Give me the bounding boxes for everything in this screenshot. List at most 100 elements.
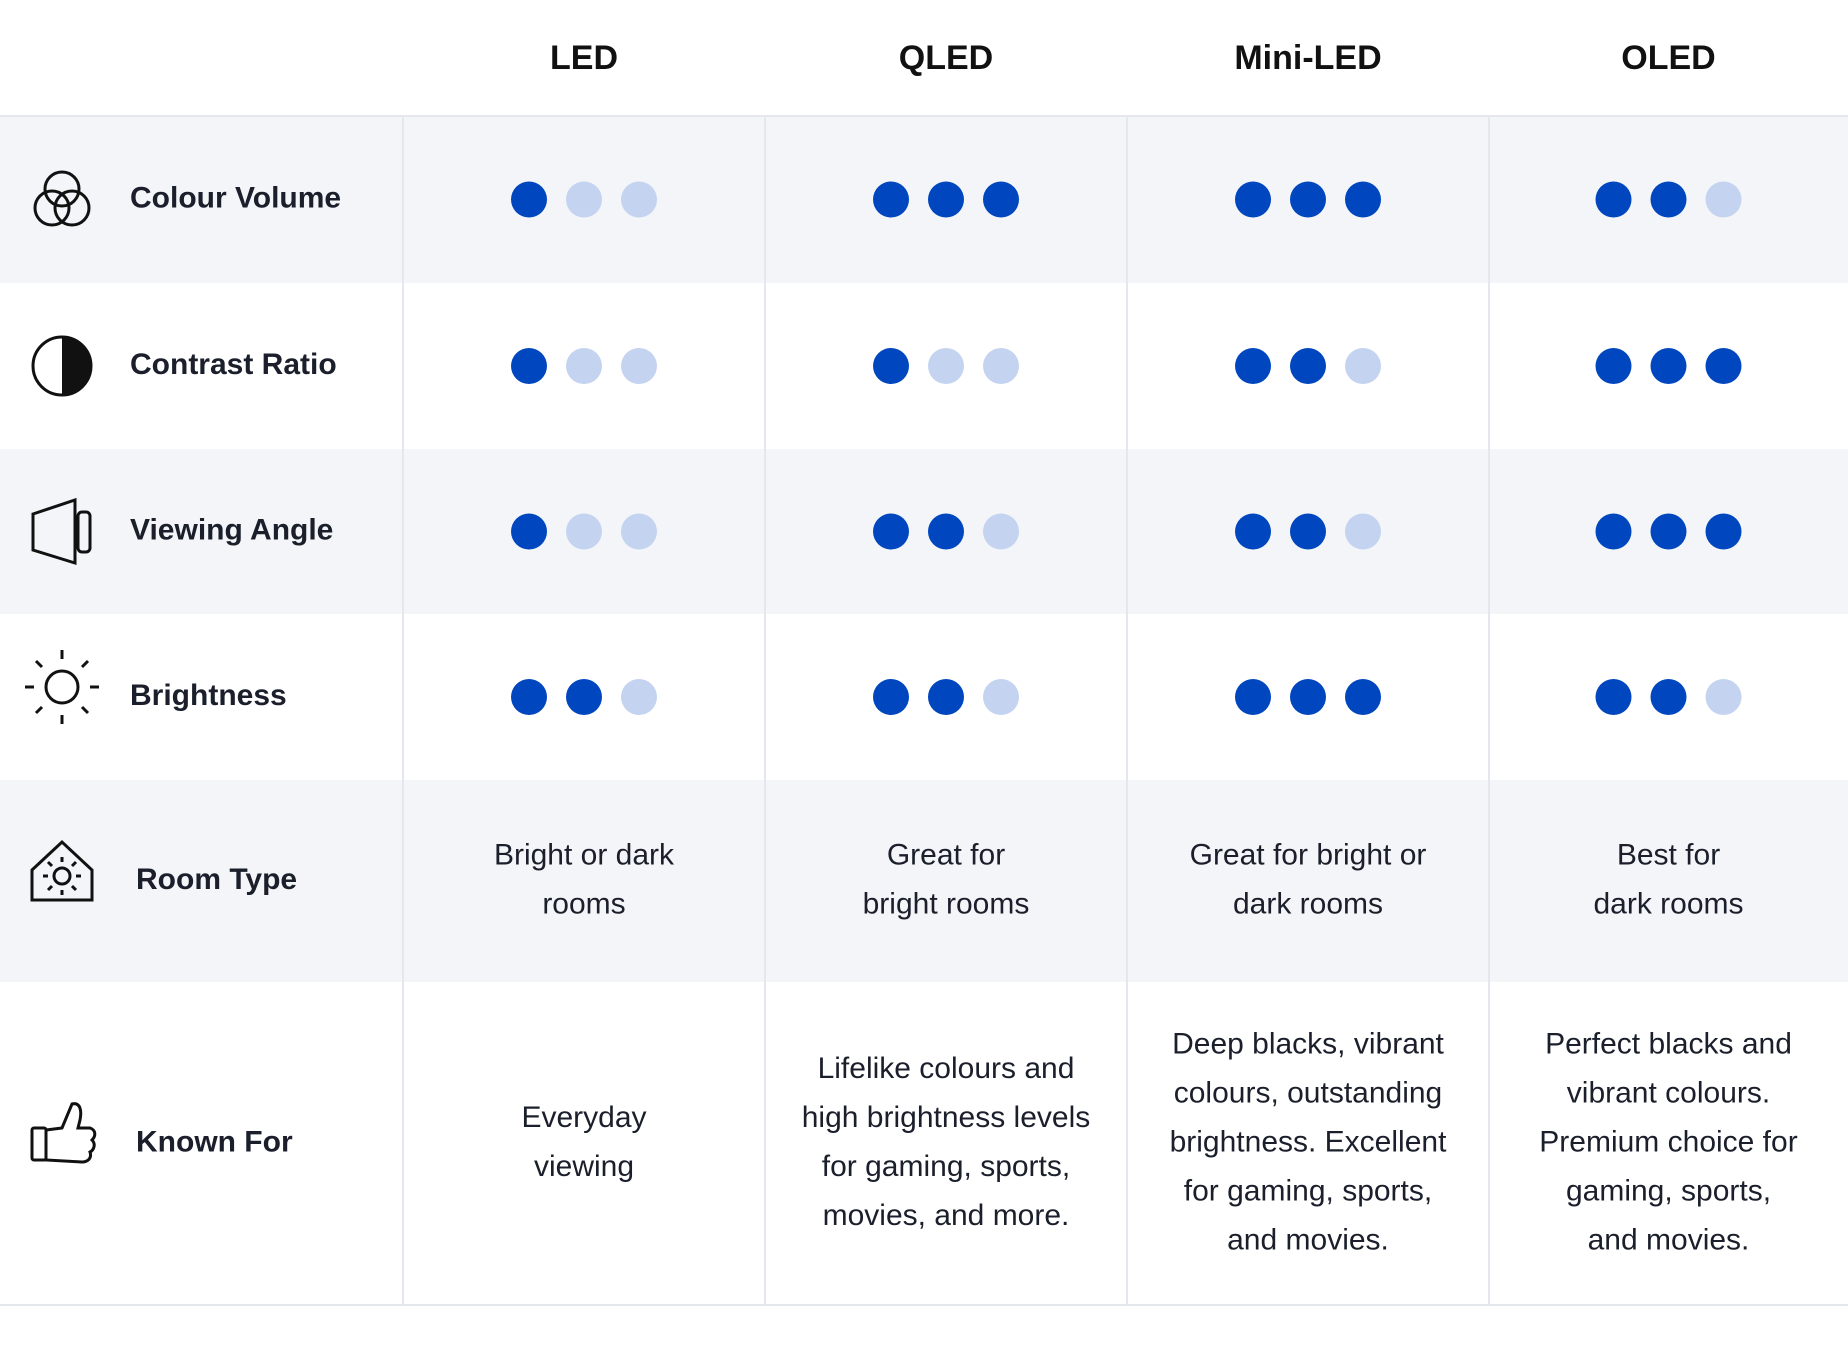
row-background bbox=[0, 780, 1848, 982]
rating-dot bbox=[873, 348, 909, 384]
rating bbox=[1235, 679, 1381, 715]
cell-text: and movies. bbox=[1227, 1223, 1389, 1256]
rating-dot bbox=[1705, 513, 1742, 550]
rating-dot bbox=[1705, 679, 1742, 715]
rating-dot bbox=[1595, 181, 1632, 218]
row-background bbox=[0, 116, 1848, 283]
rating-dot bbox=[983, 513, 1019, 550]
rating-dot bbox=[566, 513, 602, 550]
rating-dot bbox=[566, 181, 602, 218]
column-header: OLED bbox=[1621, 39, 1715, 77]
cell-text: viewing bbox=[534, 1150, 634, 1183]
rating-dot bbox=[511, 679, 547, 715]
rating bbox=[1235, 513, 1381, 550]
rating-dot bbox=[928, 679, 964, 715]
cell-text: dark rooms bbox=[1233, 887, 1383, 920]
brightness-icon bbox=[25, 650, 99, 724]
row-label: Known For bbox=[136, 1125, 293, 1158]
row-background bbox=[0, 283, 1848, 449]
column-header: Mini-LED bbox=[1234, 39, 1381, 77]
rating-dot bbox=[873, 513, 909, 550]
cell-text: Lifelike colours and bbox=[818, 1052, 1075, 1085]
column-header: QLED bbox=[899, 39, 993, 77]
rating-dot bbox=[1235, 679, 1271, 715]
rating-dot bbox=[1650, 348, 1687, 384]
rating-dot bbox=[983, 679, 1019, 715]
rating-dot bbox=[1290, 513, 1326, 550]
rating-dot bbox=[1235, 513, 1271, 550]
rating bbox=[873, 181, 1019, 218]
rating bbox=[511, 181, 657, 218]
cell-text: movies, and more. bbox=[823, 1199, 1070, 1232]
row-label: Contrast Ratio bbox=[130, 348, 337, 381]
rating-dot bbox=[928, 348, 964, 384]
rating bbox=[1595, 181, 1742, 218]
rating-dot bbox=[1345, 679, 1381, 715]
rating-dot bbox=[983, 348, 1019, 384]
rating-dot bbox=[1235, 181, 1271, 218]
cell-text: vibrant colours. bbox=[1567, 1076, 1770, 1109]
contrast-icon bbox=[31, 335, 93, 397]
cell-text: brightness. Excellent bbox=[1170, 1125, 1447, 1158]
cell-text: Deep blacks, vibrant bbox=[1172, 1027, 1444, 1060]
room-icon bbox=[30, 839, 94, 902]
rating bbox=[511, 348, 657, 384]
rating-dot bbox=[1595, 348, 1632, 384]
rating-dot bbox=[1595, 679, 1632, 715]
cell-text: Great for bright or bbox=[1190, 838, 1427, 871]
rating-dot bbox=[511, 181, 547, 218]
rating-dot bbox=[1705, 348, 1742, 384]
cell-text: bright rooms bbox=[863, 887, 1030, 920]
viewing-angle-icon bbox=[31, 497, 92, 566]
row-background bbox=[0, 982, 1848, 1305]
rating bbox=[873, 679, 1019, 715]
rating bbox=[1235, 348, 1381, 384]
cell-text: Bright or dark bbox=[494, 838, 675, 871]
rating bbox=[873, 513, 1019, 550]
rating-dot bbox=[511, 513, 547, 550]
rating-dot bbox=[566, 679, 602, 715]
cell-text: Everyday bbox=[521, 1101, 646, 1134]
thumbs-up-icon bbox=[30, 1102, 97, 1164]
rating-dot bbox=[1290, 181, 1326, 218]
rating-dot bbox=[511, 348, 547, 384]
rating-dot bbox=[566, 348, 602, 384]
rating bbox=[1595, 679, 1742, 715]
cell-text: high brightness levels bbox=[802, 1101, 1091, 1134]
cell-text: colours, outstanding bbox=[1174, 1076, 1443, 1109]
cell-text: dark rooms bbox=[1593, 887, 1743, 920]
rating-dot bbox=[621, 513, 657, 550]
rating-dot bbox=[928, 513, 964, 550]
row-background bbox=[0, 449, 1848, 614]
rating-dot bbox=[1650, 679, 1687, 715]
icons bbox=[25, 170, 99, 1164]
rating-dot bbox=[1705, 181, 1742, 218]
rating-dot bbox=[1345, 181, 1381, 218]
rating-dot bbox=[983, 181, 1019, 218]
rating-dot bbox=[1290, 348, 1326, 384]
cell-text: for gaming, sports, bbox=[1184, 1174, 1432, 1207]
rating-dot bbox=[1235, 348, 1271, 384]
row-label: Brightness bbox=[130, 679, 287, 712]
rating-dot bbox=[621, 679, 657, 715]
colour-volume-icon bbox=[33, 170, 91, 227]
rating bbox=[1235, 181, 1381, 218]
rating bbox=[873, 348, 1019, 384]
cell-text: gaming, sports, bbox=[1566, 1174, 1771, 1207]
cell-text: for gaming, sports, bbox=[822, 1150, 1070, 1183]
rating-dot bbox=[621, 348, 657, 384]
rating-dot bbox=[873, 181, 909, 218]
rating-dot bbox=[1650, 513, 1687, 550]
rating-dot bbox=[1345, 513, 1381, 550]
rating bbox=[511, 513, 657, 550]
rating-dot bbox=[928, 181, 964, 218]
cell-text: Best for bbox=[1617, 838, 1720, 871]
rating-dot bbox=[1595, 513, 1632, 550]
cell-text: Perfect blacks and bbox=[1545, 1027, 1792, 1060]
row-label: Viewing Angle bbox=[130, 513, 333, 546]
rating bbox=[1595, 513, 1742, 550]
cell-text: rooms bbox=[542, 887, 625, 920]
row-label: Colour Volume bbox=[130, 181, 341, 214]
rating-dot bbox=[1345, 348, 1381, 384]
